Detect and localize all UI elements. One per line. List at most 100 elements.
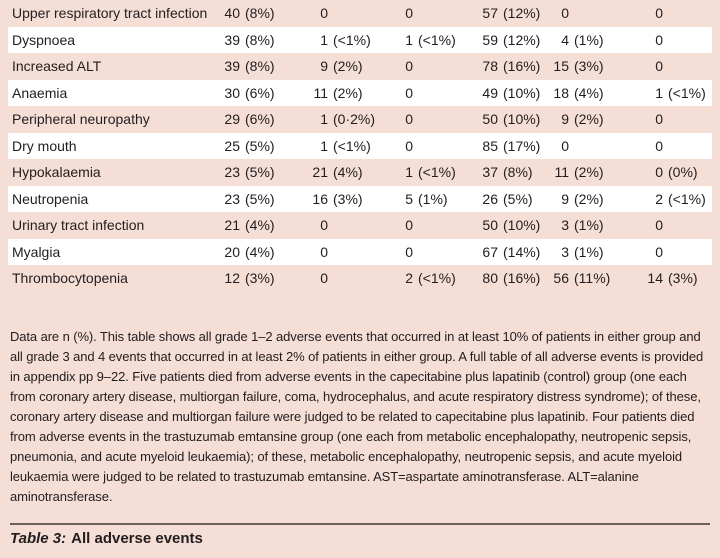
row-label: Urinary tract infection	[12, 217, 145, 233]
table-row: Upper respiratory tract infection 40 (8%)…	[8, 0, 712, 27]
value-count: 0	[655, 137, 663, 154]
value-count: 78	[482, 58, 498, 74]
table-row: Dyspnoea 39 (8%) 1 (<1%) 1 (<1%) 59 (12%) 4 (1%) 0	[8, 26, 712, 53]
value-percent: (12%)	[503, 5, 541, 21]
table-row: Hypokalaemia 23 (5%) 21 (4%) 1 (<1%) 37 (8%) 11 (…	[8, 159, 712, 186]
value-cell: 0	[306, 4, 391, 23]
value-percent: (3%)	[668, 270, 698, 286]
value-count: 39	[224, 58, 240, 74]
value-count: 0	[405, 5, 413, 21]
value-cell: 16 (3%)	[306, 190, 391, 209]
table-row: Peripheral neuropathy 29 (6%) 1 (0·2%) 0 50 (1…	[8, 106, 712, 133]
value-percent: (5%)	[503, 190, 533, 207]
value-percent: (<1%)	[333, 31, 371, 48]
value-count: 3	[561, 217, 569, 233]
value-cell: 59 (12%)	[476, 31, 547, 50]
value-cell: 0	[306, 269, 391, 288]
value-percent: (0%)	[668, 164, 698, 180]
value-count: 0	[405, 217, 413, 233]
value-count: 9	[320, 58, 328, 74]
row-label: Thrombocytopenia	[12, 270, 128, 286]
value-cell: 0	[641, 137, 707, 156]
value-cell: 0	[641, 110, 707, 129]
value-cell: 1 (<1%)	[641, 84, 707, 103]
value-cell: 18 (4%)	[547, 84, 641, 103]
value-count: 12	[224, 270, 240, 286]
value-percent: (8%)	[503, 164, 533, 180]
value-count: 25	[224, 137, 240, 154]
value-count: 1	[405, 31, 413, 48]
value-percent: (0·2%)	[333, 111, 376, 127]
value-cell: 20 (4%)	[218, 243, 306, 262]
value-count: 14	[647, 270, 663, 286]
value-cell: 57 (12%)	[476, 4, 547, 23]
value-count: 37	[482, 164, 498, 180]
value-count: 21	[224, 217, 240, 233]
value-cell: 0	[547, 4, 641, 23]
value-cell: 3 (1%)	[547, 243, 641, 262]
table-row: Increased ALT 39 (8%) 9 (2%) 0 78 (16%) 15 (3%) 0	[8, 53, 712, 80]
value-cell: 2 (<1%)	[641, 190, 707, 209]
value-cell: 0	[391, 4, 476, 23]
row-label: Peripheral neuropathy	[12, 111, 150, 127]
value-percent: (3%)	[333, 190, 363, 207]
value-percent: (6%)	[245, 111, 275, 127]
value-percent: (10%)	[503, 217, 541, 233]
value-count: 0	[320, 217, 328, 233]
value-cell: 0	[306, 216, 391, 235]
value-count: 67	[482, 243, 498, 260]
value-count: 50	[482, 111, 498, 127]
value-cell: 0	[641, 216, 707, 235]
value-cell: 0	[641, 4, 707, 23]
row-label: Upper respiratory tract infection	[12, 5, 208, 21]
value-cell: 0	[391, 110, 476, 129]
value-cell: 5 (1%)	[391, 190, 476, 209]
value-count: 80	[482, 270, 498, 286]
value-percent: (8%)	[245, 31, 275, 48]
value-count: 3	[561, 243, 569, 260]
value-cell: 9 (2%)	[547, 110, 641, 129]
value-count: 0	[655, 58, 663, 74]
value-cell: 21 (4%)	[306, 163, 391, 182]
value-cell: 0	[641, 57, 707, 76]
value-cell: 56 (11%)	[547, 269, 641, 288]
value-count: 29	[224, 111, 240, 127]
value-cell: 26 (5%)	[476, 190, 547, 209]
value-percent: (14%)	[503, 243, 541, 260]
row-label: Myalgia	[12, 243, 61, 260]
value-cell: 67 (14%)	[476, 243, 547, 262]
value-count: 49	[482, 84, 498, 101]
value-count: 0	[655, 5, 663, 21]
value-count: 0	[655, 164, 663, 180]
value-percent: (5%)	[245, 137, 275, 154]
row-label: Dyspnoea	[12, 31, 76, 48]
value-count: 4	[561, 31, 569, 48]
value-cell: 85 (17%)	[476, 137, 547, 156]
value-percent: (<1%)	[333, 137, 371, 154]
value-count: 2	[405, 270, 413, 286]
value-percent: (4%)	[333, 164, 363, 180]
value-percent: (2%)	[333, 84, 363, 101]
value-cell: 0	[391, 243, 476, 262]
value-percent: (11%)	[574, 270, 611, 286]
value-percent: (<1%)	[418, 31, 456, 48]
value-count: 0	[561, 5, 569, 21]
row-label: Increased ALT	[12, 58, 102, 74]
value-count: 9	[561, 111, 569, 127]
value-percent: (<1%)	[418, 164, 456, 180]
value-count: 0	[655, 243, 663, 260]
value-count: 5	[405, 190, 413, 207]
value-count: 23	[224, 190, 240, 207]
value-count: 39	[224, 31, 240, 48]
value-percent: (12%)	[503, 31, 541, 48]
value-cell: 37 (8%)	[476, 163, 547, 182]
value-percent: (<1%)	[668, 84, 706, 101]
value-percent: (4%)	[574, 84, 604, 101]
value-count: 0	[405, 84, 413, 101]
value-count: 0	[405, 58, 413, 74]
value-percent: (16%)	[503, 270, 541, 286]
table-caption-title: All adverse events	[71, 530, 203, 547]
caption-divider	[10, 523, 710, 525]
value-percent: (8%)	[245, 58, 275, 74]
